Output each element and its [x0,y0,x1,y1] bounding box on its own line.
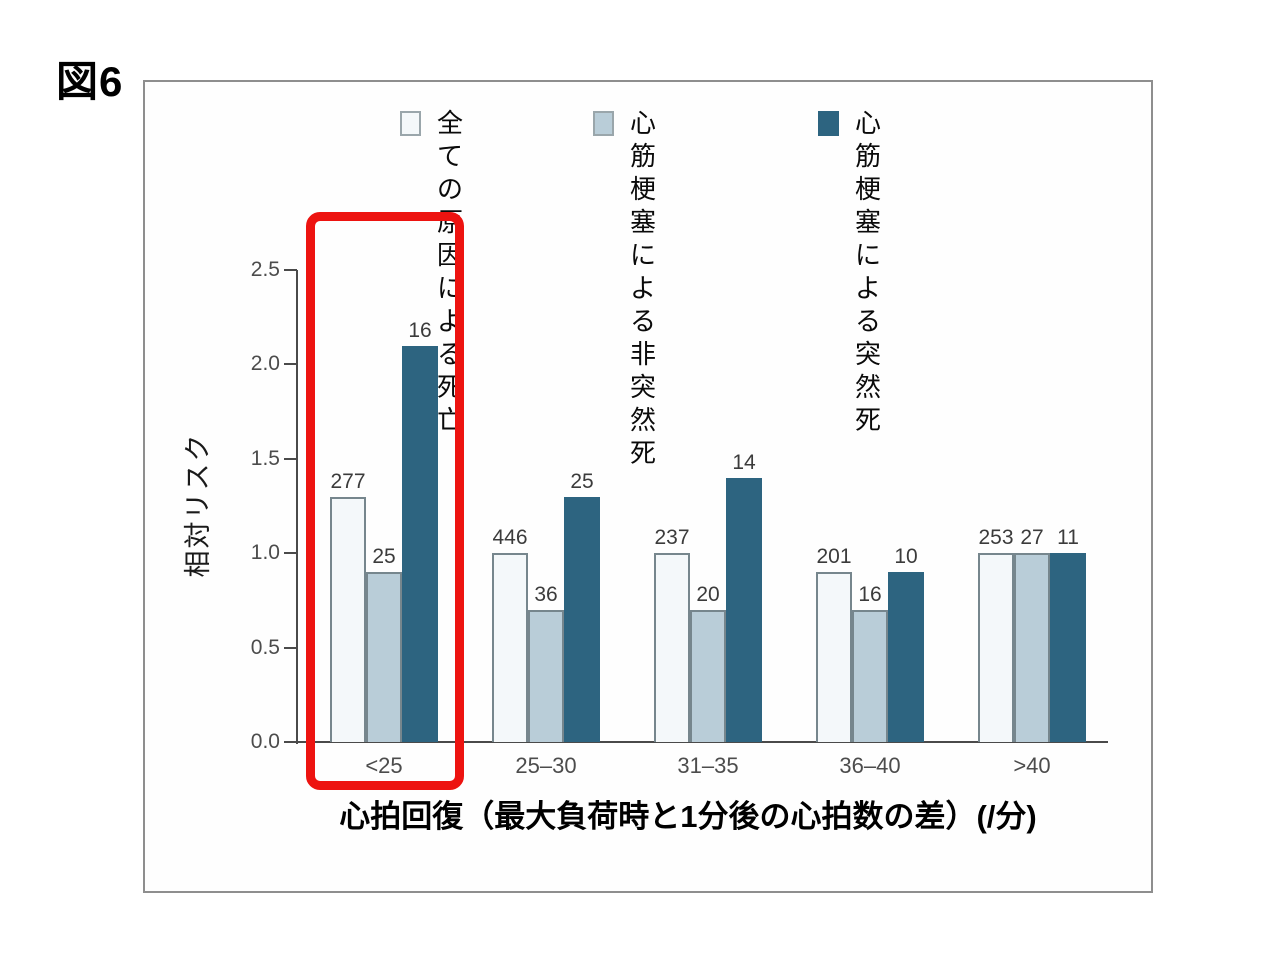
bar [402,346,438,742]
y-tick-label: 0.5 [250,635,280,659]
x-axis-line [296,741,1108,743]
bar [978,553,1014,742]
y-tick-label: 1.0 [250,541,280,565]
y-tick-mark [284,269,297,271]
bar [888,572,924,742]
x-tick-label: <25 [365,753,403,778]
highlight-box-first-category [306,212,464,790]
bar-value-label: 237 [654,526,690,549]
bar-value-label: 446 [492,526,528,549]
x-axis-title: 心拍回復（最大負荷時と1分後の心拍数の差）(/分) [339,799,1037,834]
x-tick-label: >40 [1013,753,1051,778]
bar [690,610,726,742]
y-tick-label: 0.0 [250,730,280,753]
bar-value-label: 10 [894,545,918,568]
y-tick-label: 2.5 [250,258,280,281]
y-tick-mark [284,552,297,555]
x-tick-label: 36–40 [839,753,901,778]
legend-swatch-icon [593,111,614,136]
bar [654,553,690,742]
bar [1014,553,1050,742]
bar [564,497,600,742]
y-tick-mark [284,363,297,366]
bar-value-label: 36 [534,583,558,606]
bar-value-label: 14 [732,451,756,474]
bar [726,478,762,742]
bar-value-label: 16 [858,583,882,606]
bar-value-label: 27 [1020,526,1044,549]
figure-label: 図6 [56,58,124,105]
bar-value-label: 253 [978,526,1014,549]
bar-value-label: 25 [372,545,396,568]
bar [366,572,402,742]
bar-value-label: 11 [1057,526,1079,549]
legend-label: 心筋梗塞に よる非突然死 [630,108,657,468]
y-tick-mark [284,741,297,743]
bar-value-label: 277 [330,470,366,493]
x-tick-label: 31–35 [677,753,739,778]
bar-value-label: 201 [816,545,852,568]
x-tick-label: 25–30 [515,753,577,778]
y-axis-line [296,270,298,744]
bar [492,553,528,742]
bar [852,610,888,742]
y-tick-mark [284,646,297,649]
y-axis-title: 相対リスク [183,432,213,578]
bar [330,497,366,742]
bar [816,572,852,742]
bar-value-label: 20 [696,583,720,606]
legend-label: 心筋梗塞に よる突然死 [855,108,882,435]
y-tick-label: 2.0 [250,352,280,376]
legend-swatch-icon [818,111,839,136]
legend-swatch-icon [400,111,421,136]
y-tick-mark [284,457,297,460]
bar-value-label: 25 [570,470,594,493]
bar [528,610,564,742]
y-tick-label: 1.5 [250,446,280,470]
bar [1050,553,1086,742]
bar-value-label: 16 [408,319,432,342]
